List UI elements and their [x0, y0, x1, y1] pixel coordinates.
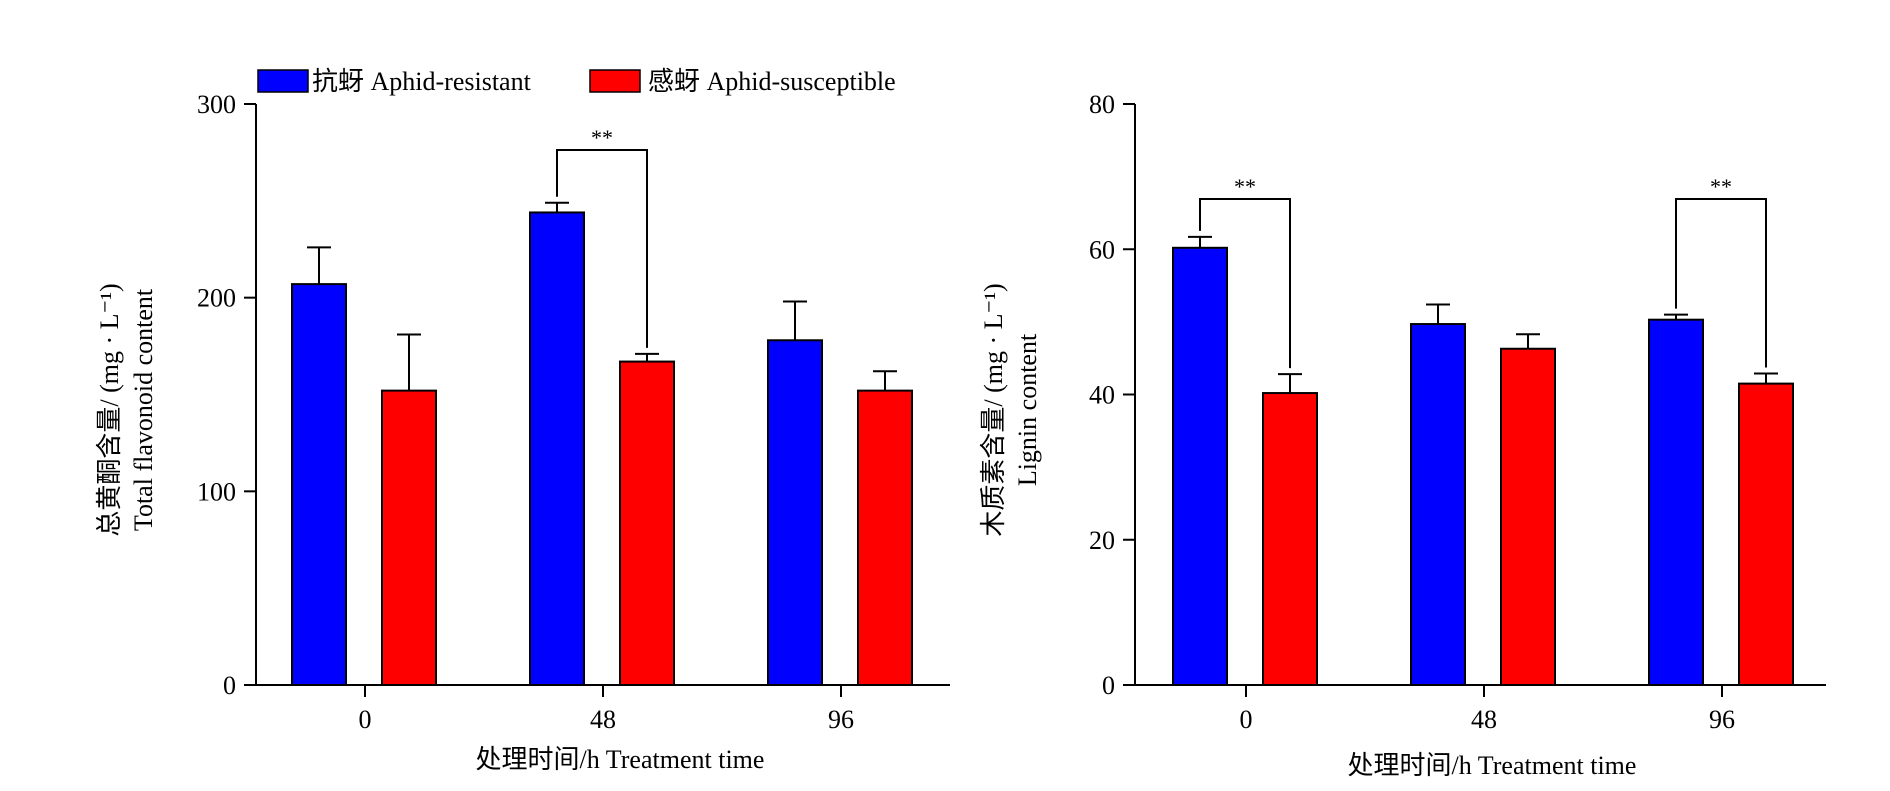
- lignin-ytick-label-3: 60: [1089, 235, 1115, 264]
- legend-label-resistant: 抗蚜 Aphid-resistant: [312, 67, 532, 96]
- flavonoid-xtick-label-0: 0: [359, 705, 372, 734]
- chart-flavonoid-marks: 0 100 200 300 0 48 96 **: [197, 90, 950, 734]
- legend-swatch-resistant: [257, 69, 309, 93]
- lignin-sig-bracket-0: [1199, 198, 1291, 369]
- flavonoid-ytick-label-0: 0: [223, 671, 236, 700]
- legend-label-susceptible: 感蚜 Aphid-susceptible: [648, 67, 896, 96]
- lignin-sig-bracket-1: [1675, 198, 1767, 368]
- flavonoid-sig-bracket-0: [556, 149, 648, 348]
- lignin-xtick-label-0: 0: [1240, 705, 1253, 734]
- lignin-bar-s1-c1: [1500, 347, 1556, 686]
- legend-swatch-susceptible: [589, 69, 641, 93]
- lignin-ytick-label-2: 40: [1089, 381, 1115, 410]
- chart-flavonoid-ylabel-line1: 总黄酮含量/ (mg · L⁻¹): [95, 283, 124, 536]
- chart-flavonoid-ylabel-line2: Total flavonoid content: [129, 288, 158, 531]
- lignin-bar-s0-c1: [1410, 323, 1466, 686]
- flavonoid-bar-s0-c1: [529, 211, 585, 686]
- flavonoid-bar-s0-c2: [767, 339, 823, 686]
- flavonoid-xtick-label-2: 96: [828, 705, 854, 734]
- chart-lignin-ylabel-line1: 木质素含量/ (mg · L⁻¹): [979, 283, 1008, 536]
- lignin-ytick-label-1: 20: [1089, 526, 1115, 555]
- lignin-bar-s0-c0: [1172, 246, 1228, 687]
- flavonoid-bar-s1-c1: [619, 360, 675, 686]
- chart-lignin-xlabel: 处理时间/h Treatment time: [1348, 751, 1637, 780]
- lignin-sig-label-1: **: [1710, 174, 1732, 199]
- flavonoid-xtick-label-1: 48: [590, 705, 616, 734]
- lignin-bar-s1-c2: [1738, 382, 1794, 686]
- flavonoid-bar-s1-c2: [857, 389, 913, 686]
- flavonoid-sig-label-0: **: [591, 125, 613, 150]
- lignin-ytick-label-0: 0: [1102, 671, 1115, 700]
- lignin-ytick-label-4: 80: [1089, 90, 1115, 119]
- lignin-bar-s0-c2: [1648, 318, 1704, 686]
- legend: 抗蚜 Aphid-resistant 感蚜 Aphid-susceptible: [257, 67, 896, 96]
- chart-lignin: 0 20 40 60 80 0 48 96 ** ** 处理时间/h Treatment time…: [979, 90, 1826, 780]
- chart-flavonoid-xlabel: 处理时间/h Treatment time: [476, 745, 765, 774]
- chart-lignin-marks: 0 20 40 60 80 0 48 96 ** **: [1089, 90, 1826, 734]
- flavonoid-bar-s0-c0: [291, 283, 347, 686]
- lignin-sig-label-0: **: [1234, 174, 1256, 199]
- flavonoid-ytick-label-2: 200: [197, 284, 236, 313]
- lignin-xtick-label-2: 96: [1709, 705, 1735, 734]
- lignin-xtick-label-1: 48: [1471, 705, 1497, 734]
- chart-lignin-ylabel-line2: Lignin content: [1013, 333, 1042, 486]
- flavonoid-bar-s1-c0: [381, 389, 437, 686]
- lignin-bar-s1-c0: [1262, 392, 1318, 686]
- flavonoid-ytick-label-1: 100: [197, 477, 236, 506]
- flavonoid-ytick-label-3: 300: [197, 90, 236, 119]
